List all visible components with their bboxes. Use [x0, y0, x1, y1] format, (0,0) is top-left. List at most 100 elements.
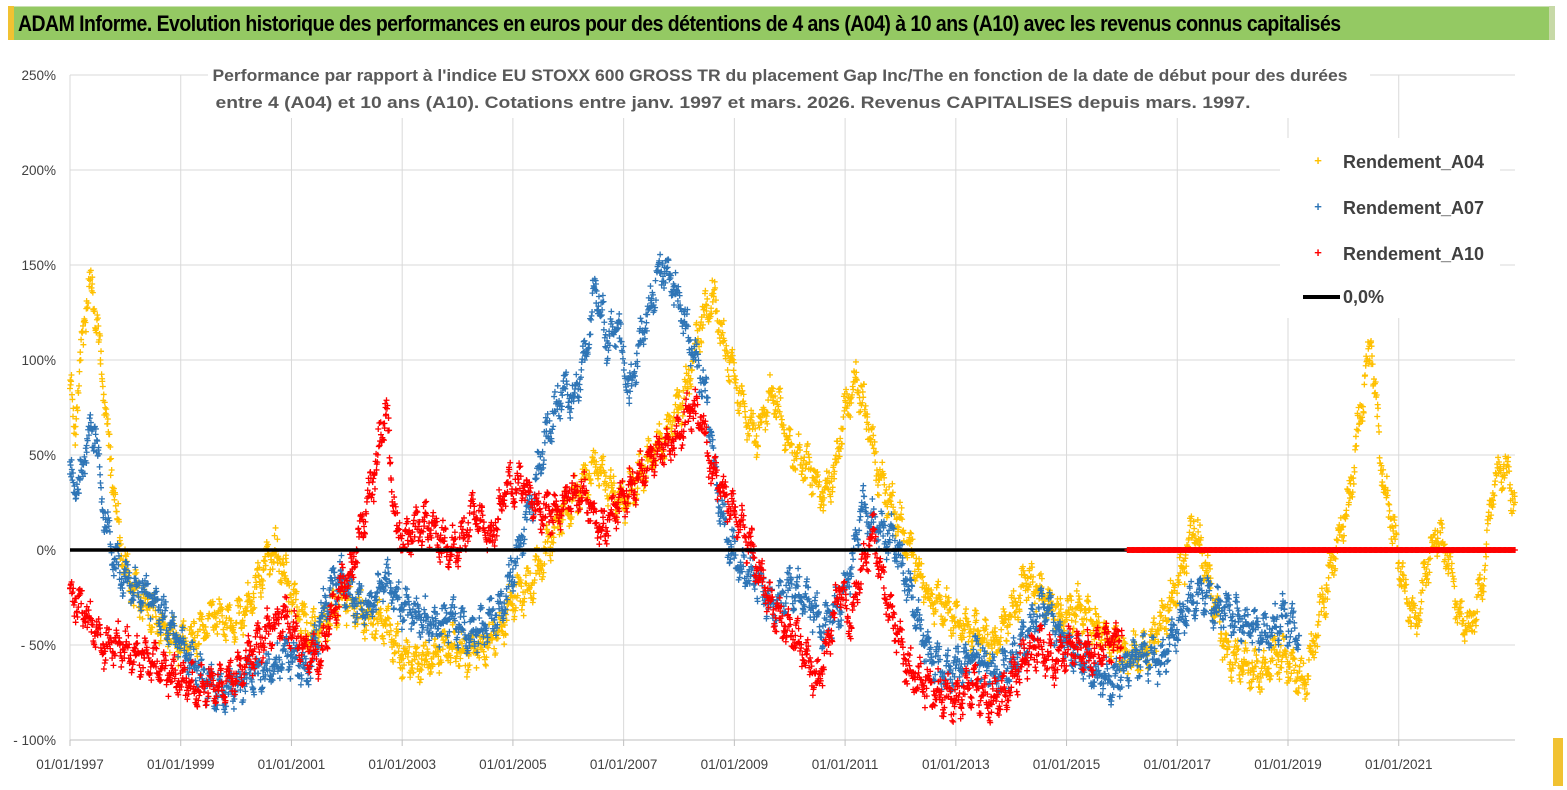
- data-point: [1325, 574, 1332, 581]
- data-point: [827, 498, 834, 505]
- data-point: [704, 295, 711, 302]
- data-point: [1196, 522, 1203, 529]
- data-point: [816, 623, 823, 630]
- data-point: [555, 412, 562, 419]
- data-point: [94, 315, 101, 322]
- data-point: [133, 569, 140, 576]
- data-point: [619, 355, 626, 362]
- data-point: [766, 371, 773, 378]
- data-point: [675, 409, 682, 416]
- data-point: [413, 595, 420, 602]
- data-point: [1124, 670, 1131, 677]
- data-point: [963, 606, 970, 613]
- header-corner-right: [1549, 6, 1555, 40]
- data-point: [363, 627, 370, 634]
- data-point: [595, 293, 602, 300]
- data-point: [390, 658, 397, 665]
- data-point: [862, 402, 869, 409]
- data-point: [778, 413, 785, 420]
- data-point: [622, 519, 629, 526]
- data-point: [456, 663, 463, 670]
- data-point: [1005, 630, 1012, 637]
- data-point: [293, 588, 300, 595]
- data-point: [292, 596, 299, 603]
- header-corner-left: [8, 6, 14, 40]
- data-point: [438, 659, 445, 666]
- data-point: [98, 484, 105, 491]
- data-point: [80, 322, 87, 329]
- data-point: [638, 318, 645, 325]
- data-point: [1361, 381, 1368, 388]
- data-point: [599, 292, 606, 299]
- data-point: [1376, 454, 1383, 461]
- data-point: [1461, 638, 1468, 645]
- data-point: [588, 480, 595, 487]
- data-point: [547, 557, 554, 564]
- data-point: [382, 569, 389, 576]
- data-point: [87, 267, 94, 274]
- data-point: [1037, 570, 1044, 577]
- data-point: [1314, 622, 1321, 629]
- data-point: [417, 676, 424, 683]
- data-point: [533, 475, 540, 482]
- data-point: [89, 274, 96, 281]
- data-point: [795, 565, 802, 572]
- data-point: [116, 518, 123, 525]
- data-point: [304, 678, 311, 685]
- data-point: [726, 378, 733, 385]
- data-point: [375, 571, 382, 578]
- data-point: [640, 487, 647, 494]
- data-point: [301, 600, 308, 607]
- data-point: [783, 593, 790, 600]
- data-point: [282, 552, 289, 559]
- data-point: [309, 608, 316, 615]
- report-title: ADAM Informe. Evolution historique des p…: [18, 10, 1341, 36]
- data-point: [262, 553, 269, 560]
- data-point: [551, 393, 558, 400]
- data-point: [221, 621, 228, 628]
- data-point: [1017, 592, 1024, 599]
- data-point: [254, 559, 261, 566]
- data-point: [1218, 631, 1225, 638]
- data-point: [291, 580, 298, 587]
- data-point: [782, 446, 789, 453]
- data-point: [1003, 638, 1010, 645]
- data-point: [343, 622, 350, 629]
- data-point: [1369, 361, 1376, 368]
- data-point: [108, 455, 115, 462]
- data-point: [969, 643, 976, 650]
- data-point: [689, 366, 696, 373]
- data-point: [551, 388, 558, 395]
- data-point: [1000, 605, 1007, 612]
- data-point: [1498, 479, 1505, 486]
- data-point: [236, 597, 243, 604]
- data-point: [310, 605, 317, 612]
- data-point: [250, 594, 257, 601]
- data-point: [108, 467, 115, 474]
- data-point: [1492, 478, 1499, 485]
- data-point: [1343, 507, 1350, 514]
- data-point: [1315, 618, 1322, 625]
- data-point: [149, 624, 156, 631]
- data-point: [85, 299, 92, 306]
- data-point: [242, 688, 249, 695]
- data-point: [1057, 595, 1064, 602]
- data-point: [1417, 605, 1424, 612]
- data-point: [216, 600, 223, 607]
- data-point: [67, 385, 73, 392]
- data-point: [802, 590, 809, 597]
- data-point: [230, 705, 237, 712]
- data-point: [736, 410, 743, 417]
- data-point: [112, 491, 119, 498]
- data-point: [230, 629, 237, 636]
- data-point: [189, 629, 196, 636]
- data-point: [255, 573, 262, 580]
- data-point: [751, 586, 758, 593]
- data-point: [679, 412, 686, 419]
- data-point: [943, 585, 950, 592]
- data-point: [520, 612, 527, 619]
- data-point: [109, 484, 116, 491]
- data-point: [214, 630, 221, 637]
- data-point: [860, 394, 867, 401]
